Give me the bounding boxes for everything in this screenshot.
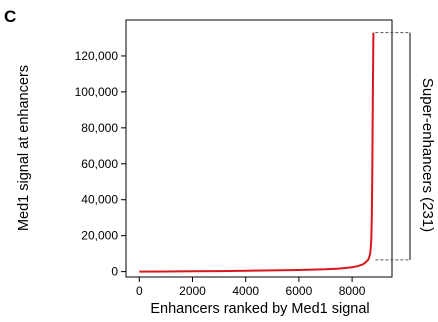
x-tick-label: 6000 <box>286 284 313 298</box>
y-tick-label: 0 <box>111 265 118 279</box>
annotation-layer <box>375 32 411 261</box>
series-layer <box>139 32 375 273</box>
y-axis: 0 20,000 40,000 60,000 80,000 100,000 120,000 <box>75 49 126 279</box>
x-axis-title: Enhancers ranked by Med1 signal <box>150 301 369 317</box>
x-tick-label: 8000 <box>339 284 366 298</box>
plot-frame <box>125 19 393 278</box>
y-axis-title: Med1 signal at enhancers <box>16 65 32 231</box>
x-tick-label: 2000 <box>179 284 206 298</box>
series-line <box>139 32 375 273</box>
y-tick-label: 40,000 <box>81 193 118 207</box>
x-tick-label: 0 <box>136 284 143 298</box>
x-axis: 0 2000 4000 6000 8000 <box>136 277 366 298</box>
x-tick-label: 4000 <box>232 284 259 298</box>
super-enhancer-label: Super-enhancers (231) <box>419 78 436 232</box>
y-tick-label: 60,000 <box>81 157 118 171</box>
y-tick-label: 20,000 <box>81 229 118 243</box>
y-tick-label: 120,000 <box>75 49 119 63</box>
y-tick-label: 100,000 <box>75 85 119 99</box>
y-tick-label: 80,000 <box>81 121 118 135</box>
panel-letter: C <box>4 7 16 26</box>
